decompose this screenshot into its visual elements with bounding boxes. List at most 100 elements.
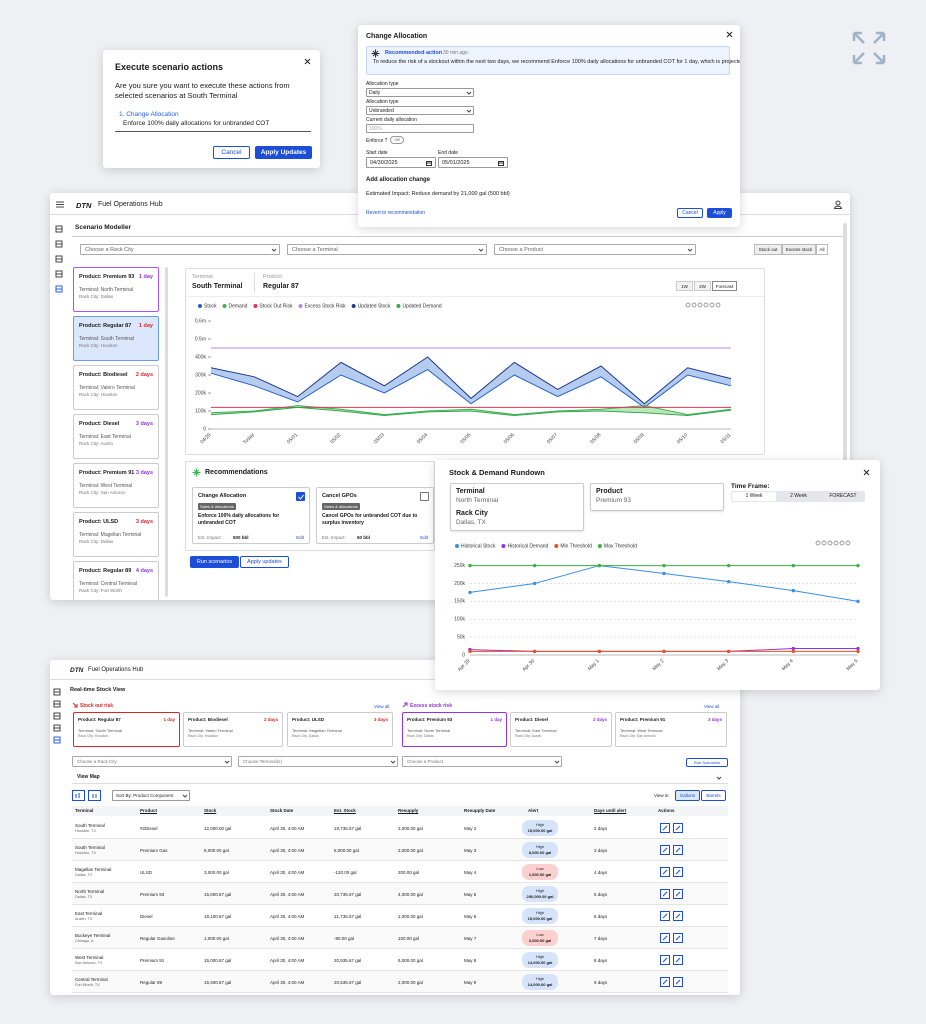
apply-button[interactable]: Apply updates xyxy=(240,556,289,568)
cancel-button[interactable]: Cancel xyxy=(213,146,250,159)
filter-select[interactable]: Choose a Product xyxy=(494,244,696,255)
action-button[interactable] xyxy=(673,955,683,965)
enforce-toggle[interactable]: Off xyxy=(390,136,404,144)
range-button[interactable]: 1W xyxy=(676,281,693,291)
risk-card[interactable]: Product: Regular 87 1 day Terminal: South … xyxy=(73,712,180,747)
nav-icon[interactable] xyxy=(55,270,63,278)
view-all[interactable]: View all xyxy=(374,704,390,709)
unit-button[interactable]: Gallons xyxy=(675,790,700,801)
action-button[interactable] xyxy=(673,933,683,943)
action-button[interactable] xyxy=(660,845,670,855)
view-all[interactable]: View all xyxy=(704,704,720,709)
nav-icon[interactable] xyxy=(53,736,61,744)
date-input[interactable]: 04/30/2025 xyxy=(366,157,436,168)
card-terminal: Terminal: Magellan Terminal xyxy=(292,728,342,733)
filter-select[interactable]: Choose a Rack City xyxy=(72,756,232,767)
action-button[interactable] xyxy=(673,867,683,877)
checkbox[interactable] xyxy=(420,492,429,501)
scenario-card[interactable]: Product: Premium 91 3 days Terminal: West … xyxy=(73,463,159,508)
city-value: Dallas, TX xyxy=(456,519,486,526)
cell-days: 6 days xyxy=(594,914,608,919)
run-button[interactable]: Run scenarios xyxy=(190,556,239,568)
user-icon[interactable] xyxy=(834,200,842,209)
field-input[interactable]: Daily xyxy=(366,88,474,97)
timeframe-button[interactable]: 1 Week xyxy=(732,492,776,501)
nav-icon[interactable] xyxy=(55,255,63,263)
date-input[interactable]: 05/01/2025 xyxy=(438,157,508,168)
rec-text: Enforce 100% daily allocations for unbra… xyxy=(198,513,280,526)
cancel-button[interactable]: Cancel xyxy=(677,208,703,218)
scenario-card[interactable]: Product: ULSD 3 days Terminal: Magellan Te… xyxy=(73,512,159,557)
revert-link[interactable]: Revert to recommendation xyxy=(366,210,425,216)
recommendation-card[interactable]: Cancel GPOs Sales & allocations Cancel GPO… xyxy=(316,487,434,544)
risk-card[interactable]: Product: Diesel 2 days Terminal: East Term… xyxy=(510,712,612,747)
edit-link[interactable]: Edit xyxy=(420,535,428,540)
field-input[interactable]: Unbranded xyxy=(366,106,474,115)
scenario-card[interactable]: Product: Premium 93 1 day Terminal: North … xyxy=(73,267,159,312)
alert-badge: High 14,000.00 gal xyxy=(522,952,558,968)
x-tick-label: 05/10 xyxy=(676,432,689,445)
action-button[interactable] xyxy=(660,867,670,877)
close-button[interactable] xyxy=(726,31,733,38)
view-map[interactable]: View Map xyxy=(77,774,100,780)
checkbox[interactable] xyxy=(296,492,305,501)
filter-select[interactable]: Choose Terminal(s) xyxy=(238,756,398,767)
filter-toggle[interactable]: Stock out xyxy=(754,244,782,255)
edit-link[interactable]: Edit xyxy=(296,535,304,540)
recommendation-card[interactable]: Change Allocation Sales & allocations Enfo… xyxy=(192,487,310,544)
nav-icon[interactable] xyxy=(53,724,61,732)
run-button[interactable]: Run Scenarios xyxy=(686,758,728,767)
alert-level: High xyxy=(535,822,545,827)
action-button[interactable] xyxy=(660,955,670,965)
scenario-card[interactable]: Product: Regular 87 1 day Terminal: South … xyxy=(73,316,159,361)
range-button[interactable]: Forecast xyxy=(712,281,737,291)
filter-select[interactable]: Choose a Rack City xyxy=(80,244,280,255)
action-button[interactable] xyxy=(660,977,670,987)
list-toggle[interactable] xyxy=(72,790,85,801)
action-button[interactable] xyxy=(673,889,683,899)
impact: Estimated Impact: Reduce demand by 21,00… xyxy=(366,191,510,197)
risk-card[interactable]: Product: Biodiesel 2 days Terminal: Valero… xyxy=(183,712,283,747)
x-tick-label: Apr 30 xyxy=(521,658,536,673)
filter-select[interactable]: Choose a Product xyxy=(402,756,562,767)
action-button[interactable] xyxy=(673,845,683,855)
unit-button[interactable]: Barrels xyxy=(701,790,726,801)
field-input[interactable]: 100% xyxy=(366,124,474,133)
range-button[interactable]: 2W xyxy=(694,281,711,291)
risk-card[interactable]: Product: ULSD 3 days Terminal: Magellan Te… xyxy=(287,712,393,747)
close-button[interactable] xyxy=(304,58,311,65)
action-button-shape xyxy=(673,911,683,921)
legend-swatch xyxy=(253,304,258,308)
filter-toggle[interactable]: All xyxy=(816,244,828,255)
timeframe-button[interactable]: FORECAST xyxy=(829,493,857,499)
expand-icon[interactable] xyxy=(850,29,888,67)
scenario-card[interactable]: Product: Diesel 3 days Terminal: East Term… xyxy=(73,414,159,459)
apply-button[interactable]: Apply xyxy=(707,208,732,218)
action-button[interactable] xyxy=(673,977,683,987)
action-button[interactable] xyxy=(660,933,670,943)
action-button[interactable] xyxy=(673,911,683,921)
product-label: Product xyxy=(596,488,623,495)
scenario-card[interactable]: Product: Biodiesel 2 days Terminal: Valero… xyxy=(73,365,159,410)
action-button[interactable] xyxy=(660,889,670,899)
action-button[interactable] xyxy=(660,823,670,833)
close-button[interactable] xyxy=(863,469,870,476)
action-button[interactable] xyxy=(660,911,670,921)
nav-icon[interactable] xyxy=(53,712,61,720)
menu-icon[interactable] xyxy=(56,201,64,208)
grid-toggle[interactable] xyxy=(88,790,101,801)
filter-select[interactable]: Choose a Terminal xyxy=(287,244,487,255)
action-button[interactable] xyxy=(673,823,683,833)
timeframe-button[interactable]: 2 Week xyxy=(790,493,807,499)
apply-button[interactable]: Apply Updates xyxy=(255,146,312,159)
sort-select[interactable]: Sort By: Product Component xyxy=(112,790,190,801)
risk-card[interactable]: Product: Premium 93 1 day Terminal: North … xyxy=(402,712,507,747)
nav-icon[interactable] xyxy=(55,285,63,293)
nav-icon[interactable] xyxy=(53,688,61,696)
filter-toggle[interactable]: Excess stock xyxy=(782,244,816,255)
risk-card[interactable]: Product: Premium 91 3 days Terminal: West … xyxy=(615,712,727,747)
nav-icon[interactable] xyxy=(53,700,61,708)
scenario-card[interactable]: Product: Regular 89 4 days Terminal: Centr… xyxy=(73,561,159,600)
nav-icon[interactable] xyxy=(55,240,63,248)
nav-icon[interactable] xyxy=(55,225,63,233)
